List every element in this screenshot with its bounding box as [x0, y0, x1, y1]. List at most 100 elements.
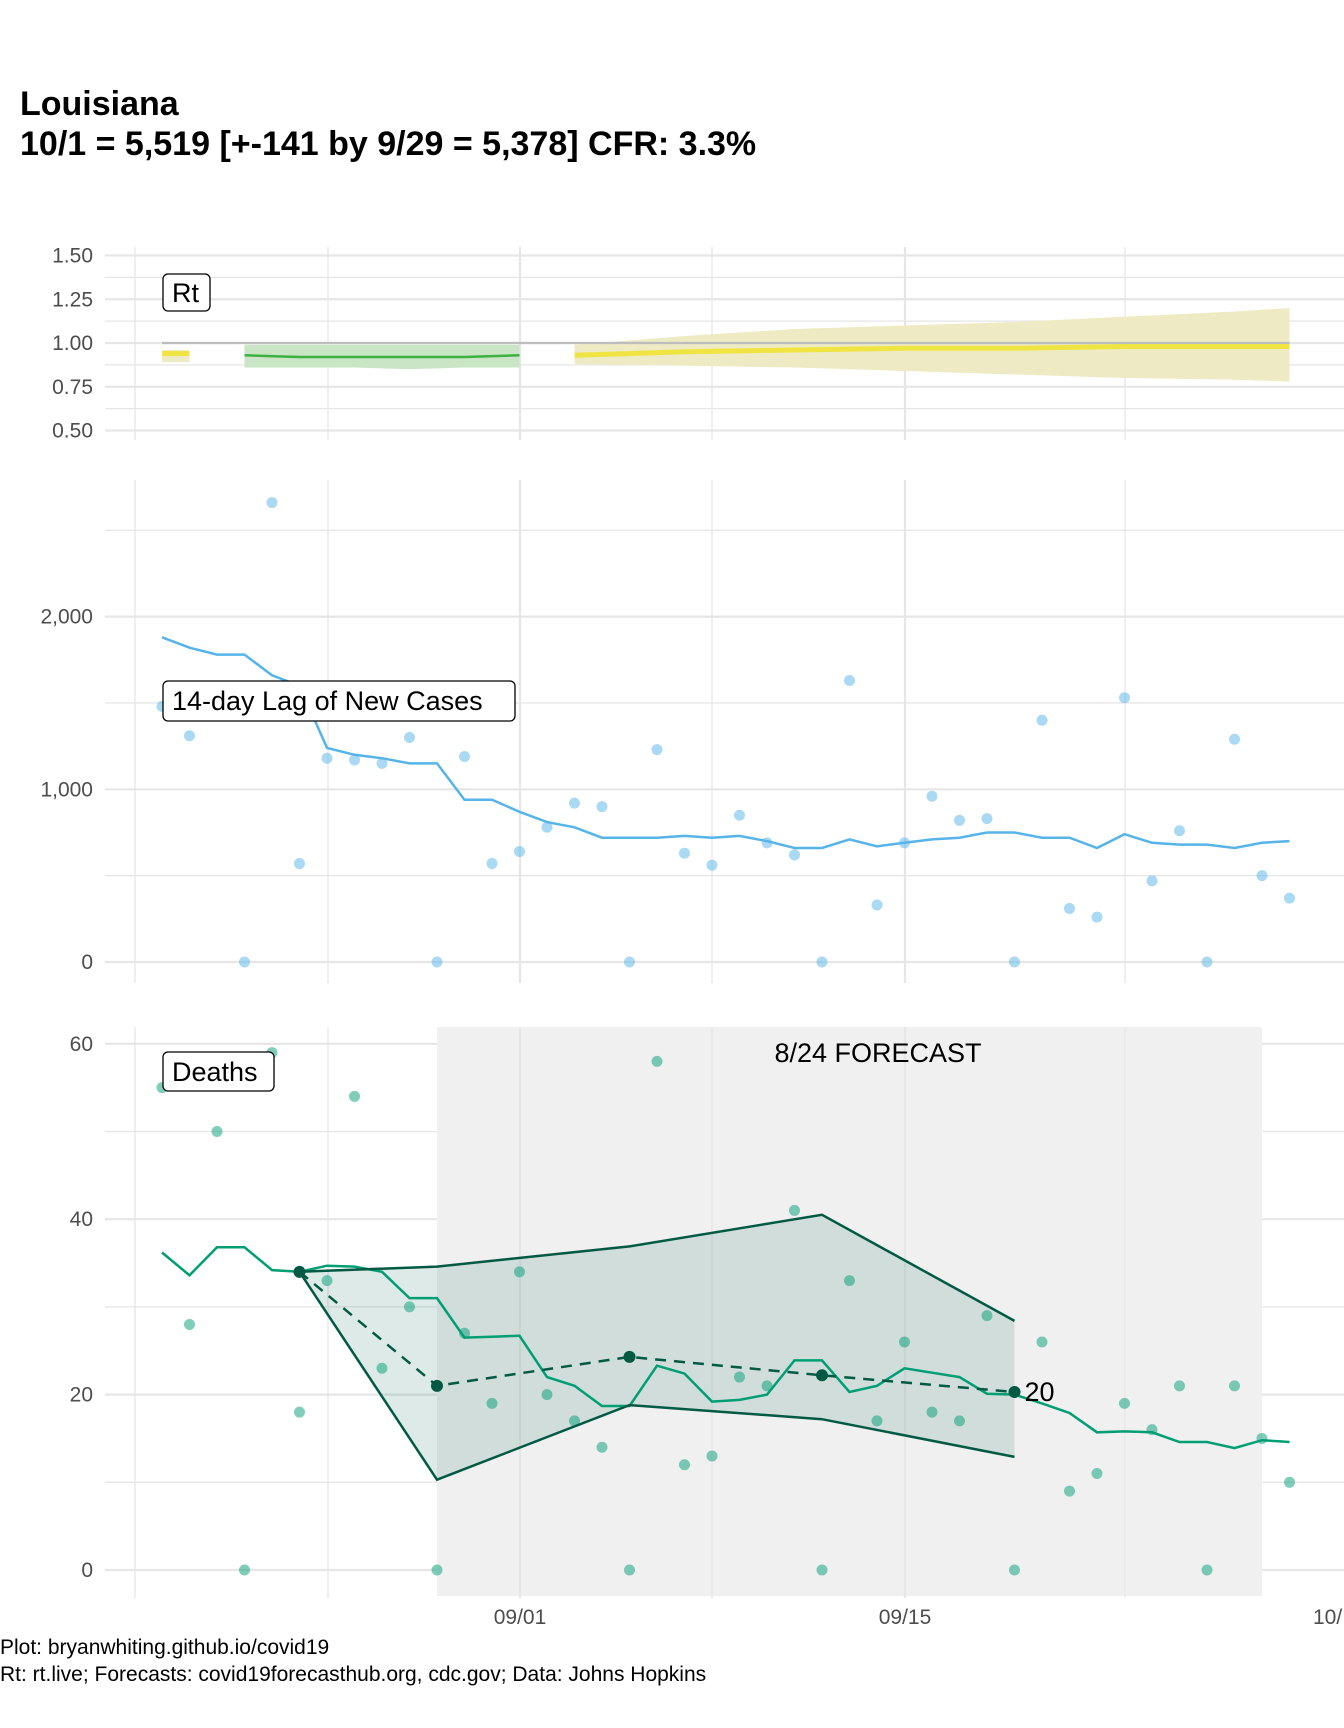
cases-y-ticks: 2,000 1,000 0 — [40, 606, 93, 974]
deaths-point — [569, 1415, 580, 1427]
forecast-point-line — [298, 1270, 1015, 1394]
cases-point — [294, 858, 305, 870]
rt-y-tick-label: 1.50 — [52, 245, 93, 268]
deaths-point — [211, 1126, 223, 1137]
forecast-interval-ribbon — [299, 1214, 1015, 1480]
deaths-point — [899, 1336, 910, 1348]
cases-point — [321, 752, 333, 764]
cases-point — [734, 809, 745, 821]
rt-mean-line-1 — [244, 354, 520, 359]
forecast-point — [431, 1379, 443, 1392]
cases-point — [349, 754, 360, 766]
deaths-label-text: Deaths — [172, 1057, 258, 1087]
cases-point — [1201, 956, 1213, 968]
cases-point — [1174, 825, 1185, 837]
forecast-point — [1008, 1385, 1021, 1398]
deaths-points — [156, 1047, 1295, 1576]
deaths-panel-label: Deaths — [162, 1051, 275, 1092]
deaths-point — [349, 1090, 360, 1102]
rt-y-tick-label: 0.50 — [52, 420, 93, 443]
forecast-end-value-label: 20 — [1025, 1377, 1055, 1407]
deaths-point — [404, 1301, 415, 1313]
deaths-point — [1201, 1564, 1213, 1576]
cases-point — [404, 731, 415, 743]
rt-y-tick-label: 0.75 — [52, 376, 93, 399]
deaths-y-tick-label: 0 — [81, 1559, 93, 1582]
cases-point — [1229, 733, 1240, 745]
caption-plot-source: Plot: bryanwhiting.github.io/covid19 — [0, 1636, 329, 1659]
cases-point — [431, 956, 443, 968]
x-tick-label-0915: 09/15 — [879, 1606, 932, 1629]
deaths-point — [541, 1389, 553, 1401]
cases-point — [954, 814, 965, 826]
chart-title-line1: Louisiana — [20, 85, 180, 123]
cases-point — [816, 956, 828, 968]
rt-panel-label: Rt — [162, 273, 211, 312]
deaths-point — [1064, 1485, 1075, 1497]
deaths-point — [1119, 1397, 1130, 1409]
x-axis: 09/01 09/15 10/ — [494, 1606, 1343, 1629]
cases-label-text: 14-day Lag of New Cases — [172, 686, 483, 716]
deaths-point — [734, 1371, 745, 1383]
cases-point — [926, 790, 938, 802]
deaths-point — [624, 1564, 635, 1576]
deaths-point — [761, 1380, 773, 1392]
forecast-annotation: 8/24 FORECAST — [774, 1038, 981, 1068]
cases-point — [459, 750, 470, 762]
rt-mean-line-2 — [574, 344, 1290, 358]
forecast-upper-line — [299, 1213, 1016, 1322]
deaths-point — [1174, 1380, 1185, 1392]
deaths-point — [789, 1204, 800, 1216]
cases-point — [981, 813, 993, 825]
forecast-point — [816, 1369, 828, 1382]
cases-point — [1009, 956, 1020, 968]
cases-y-tick-label: 0 — [81, 951, 93, 974]
rt-lines — [162, 341, 1290, 359]
forecast-lower-line — [298, 1271, 1015, 1482]
cases-trend — [161, 636, 1290, 850]
deaths-point — [816, 1564, 828, 1576]
cases-point — [486, 858, 498, 870]
deaths-point — [1091, 1468, 1103, 1480]
deaths-y-tick-label: 20 — [70, 1384, 93, 1407]
deaths-point — [184, 1318, 195, 1330]
deaths-point — [486, 1397, 498, 1409]
deaths-point — [294, 1406, 305, 1418]
deaths-point — [596, 1441, 608, 1453]
deaths-point — [321, 1275, 333, 1287]
cases-points — [156, 497, 1295, 968]
cases-point — [514, 845, 525, 857]
cases-point — [1256, 870, 1268, 882]
deaths-point — [1009, 1564, 1020, 1576]
cases-point — [871, 899, 883, 911]
deaths-point — [706, 1450, 718, 1462]
x-tick-label-0901: 09/01 — [494, 1606, 547, 1629]
rt-panel: 1.50 1.25 1.00 0.75 0.50 Rt — [52, 245, 1344, 443]
cases-point — [541, 821, 553, 833]
x-tick-label-1001: 10/ — [1313, 1606, 1342, 1629]
deaths-point — [431, 1564, 443, 1576]
cases-point — [1284, 892, 1295, 904]
deaths-point — [954, 1415, 965, 1427]
deaths-point — [651, 1055, 663, 1067]
deaths-point — [926, 1406, 938, 1418]
cases-point — [596, 801, 608, 813]
caption-data-sources: Rt: rt.live; Forecasts: covid19forecasth… — [0, 1663, 706, 1686]
cases-panel-label: 14-day Lag of New Cases — [162, 680, 516, 722]
deaths-point — [459, 1327, 470, 1339]
deaths-point — [1036, 1336, 1048, 1348]
cases-point — [651, 744, 663, 756]
deaths-y-tick-label: 40 — [70, 1208, 93, 1231]
deaths-point — [376, 1362, 388, 1374]
cases-point — [1119, 692, 1130, 704]
cases-point — [184, 730, 195, 742]
cases-trend-line — [161, 636, 1290, 850]
cases-gridlines — [105, 480, 1344, 983]
cases-point — [266, 497, 278, 509]
deaths-point — [981, 1310, 993, 1322]
deaths-point — [1229, 1380, 1240, 1392]
cases-point — [1036, 714, 1048, 726]
cases-point — [376, 757, 388, 769]
deaths-y-ticks: 60 40 20 0 — [70, 1033, 93, 1582]
cases-y-tick-label: 1,000 — [40, 778, 93, 801]
